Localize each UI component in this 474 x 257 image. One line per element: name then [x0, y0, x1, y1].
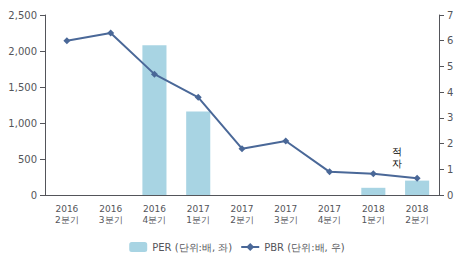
svg-text:1분기: 1분기 [186, 215, 210, 225]
svg-text:2,000: 2,000 [8, 46, 37, 57]
svg-text:3: 3 [447, 112, 453, 123]
svg-text:5: 5 [447, 61, 453, 72]
svg-text:6: 6 [447, 35, 453, 46]
svg-text:2: 2 [447, 138, 453, 149]
svg-text:2017: 2017 [274, 204, 297, 214]
svg-text:2018: 2018 [362, 204, 385, 214]
svg-text:2분기: 2분기 [405, 215, 429, 225]
svg-text:4: 4 [447, 87, 453, 98]
svg-text:2016: 2016 [99, 204, 122, 214]
svg-text:1,500: 1,500 [8, 82, 37, 93]
svg-text:2분기: 2분기 [55, 215, 79, 225]
svg-text:0: 0 [31, 190, 37, 201]
svg-text:3분기: 3분기 [99, 215, 123, 225]
svg-text:자: 자 [392, 158, 402, 169]
svg-text:PBR (단위:배, 우): PBR (단위:배, 우) [264, 242, 345, 253]
svg-text:2016: 2016 [55, 204, 78, 214]
svg-text:2,500: 2,500 [8, 10, 37, 21]
svg-text:7: 7 [447, 10, 453, 21]
svg-text:4분기: 4분기 [318, 215, 342, 225]
svg-text:1,000: 1,000 [8, 118, 37, 129]
svg-text:2018: 2018 [406, 204, 429, 214]
svg-text:2017: 2017 [318, 204, 341, 214]
svg-text:3분기: 3분기 [274, 215, 298, 225]
svg-text:2017: 2017 [231, 204, 254, 214]
svg-text:적: 적 [392, 146, 402, 157]
svg-text:1분기: 1분기 [361, 215, 385, 225]
svg-text:2분기: 2분기 [230, 215, 254, 225]
svg-text:2016: 2016 [143, 204, 166, 214]
svg-text:1: 1 [447, 164, 453, 175]
svg-text:4분기: 4분기 [143, 215, 167, 225]
svg-text:2017: 2017 [187, 204, 210, 214]
svg-text:0: 0 [447, 190, 453, 201]
svg-text:500: 500 [18, 154, 37, 165]
svg-text:PER (단위:배, 좌): PER (단위:배, 좌) [152, 242, 232, 253]
